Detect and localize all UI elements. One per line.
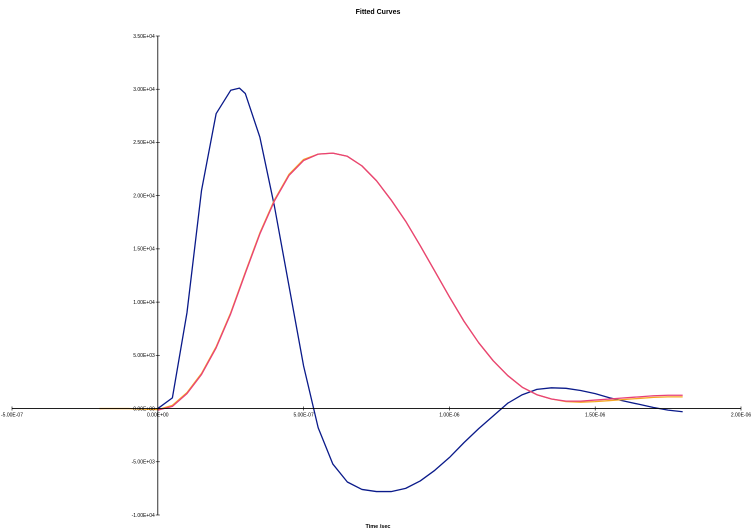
y-tick-label-8: 0.00E+00 <box>133 406 155 412</box>
series-line-3 <box>157 152 683 411</box>
y-tick-label-3: 2.50E+04 <box>133 140 155 146</box>
chart-title: Fitted Curves <box>356 9 401 16</box>
y-tick-label-4: 2.00E+04 <box>133 193 155 199</box>
series-layer <box>99 87 683 493</box>
x-tick-label-2: 0.00E+00 <box>147 413 169 419</box>
y-tick-label-5: 1.50E+04 <box>133 247 155 253</box>
x-tick-label-5: 1.50E-06 <box>585 413 606 419</box>
y-tick-label-10: -1.00E+04 <box>132 513 155 519</box>
series-line-1 <box>157 87 683 493</box>
y-tick-label-7: 5.00E+03 <box>133 353 155 359</box>
y-tick-label-2: 3.00E+04 <box>133 87 155 93</box>
series-line-2 <box>99 152 683 411</box>
y-tick-label-1: 3.50E+04 <box>133 34 155 40</box>
x-tick-label-3: 5.00E-07 <box>293 413 314 419</box>
x-tick-label-1: -5.00E-07 <box>1 413 23 419</box>
x-tick-label-6: 2.00E-06 <box>731 413 752 419</box>
x-axis-label: Time /sec <box>366 524 391 530</box>
axes-layer: -5.00E-07 0.00E+00 5.00E-07 1.00E-06 1.50E-0… <box>1 34 751 519</box>
y-tick-label-6: 1.00E+04 <box>133 300 155 306</box>
y-tick-label-9: -5.00E+03 <box>132 460 155 466</box>
x-tick-label-4: 1.00E-06 <box>439 413 460 419</box>
